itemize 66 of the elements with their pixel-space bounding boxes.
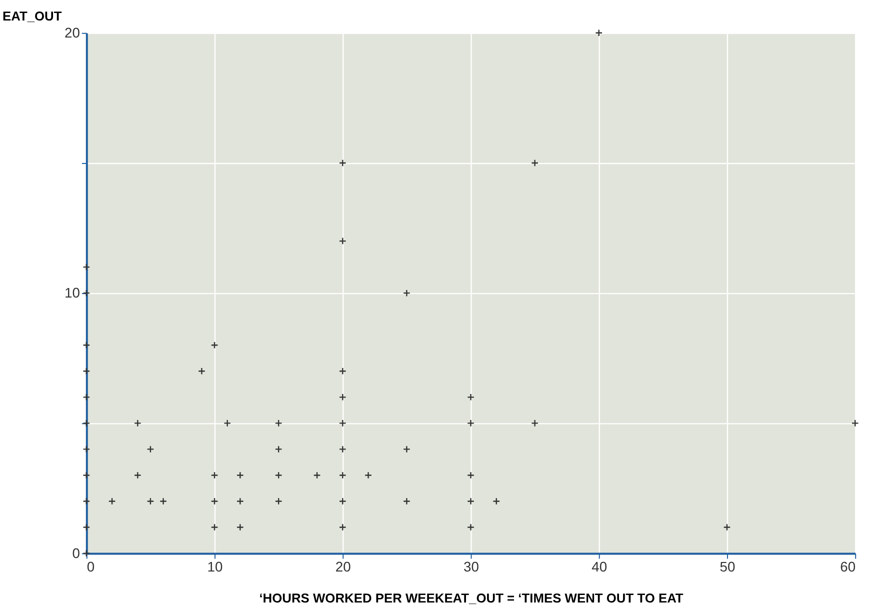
point [467,471,474,479]
point [160,498,168,505]
point [274,445,282,453]
point [364,471,372,479]
x-tick-label: 50 [720,558,736,575]
x-tick-label: 60 [840,558,856,575]
point [82,524,90,531]
point [82,289,90,297]
y-axis-title: EAT_OUT [2,8,62,24]
point [402,445,410,453]
x-tick-label: 10 [207,558,224,575]
point [210,341,218,349]
point [313,471,321,479]
point [82,419,90,427]
point [146,498,154,505]
point [851,419,859,427]
point [467,498,474,505]
point [236,524,244,531]
point [274,498,282,505]
point [467,393,474,401]
y-tick-label: 0 [72,544,80,561]
point [338,498,346,505]
point [198,367,206,375]
point [595,29,603,37]
point [82,367,90,375]
point [134,471,142,479]
point [402,498,410,505]
point [338,159,346,167]
point [274,419,282,427]
point [338,393,346,401]
point [723,524,731,531]
point [82,341,90,349]
point [236,498,244,505]
x-tick-label: 40 [592,558,608,575]
point [82,498,90,505]
point [108,498,116,505]
point [492,498,500,505]
point [82,263,90,271]
point [236,471,244,479]
point [467,419,474,427]
point [210,524,218,531]
point [338,471,346,479]
point [338,445,346,453]
y-tick-label: 10 [64,284,80,301]
point [402,289,410,297]
point [210,471,218,479]
point [338,524,346,531]
point [338,367,346,375]
point [210,498,218,505]
x-axis-title: ‘HOURS WORKED PER WEEKEAT_OUT = ‘TIMES WENT OUT TO EAT [259,590,684,606]
point [531,159,539,167]
x-tick-label: 20 [335,558,352,575]
x-tick-label: 30 [464,558,480,575]
y-tick-label: 20 [64,24,80,40]
point [338,419,346,427]
point [82,471,90,479]
point [146,445,154,453]
point [82,393,90,401]
point [274,471,282,479]
x-tick-label: 0 [86,558,95,575]
point [467,524,474,531]
point [531,419,539,427]
point [82,445,90,453]
point [338,237,346,245]
point [224,419,232,427]
point [134,419,142,427]
